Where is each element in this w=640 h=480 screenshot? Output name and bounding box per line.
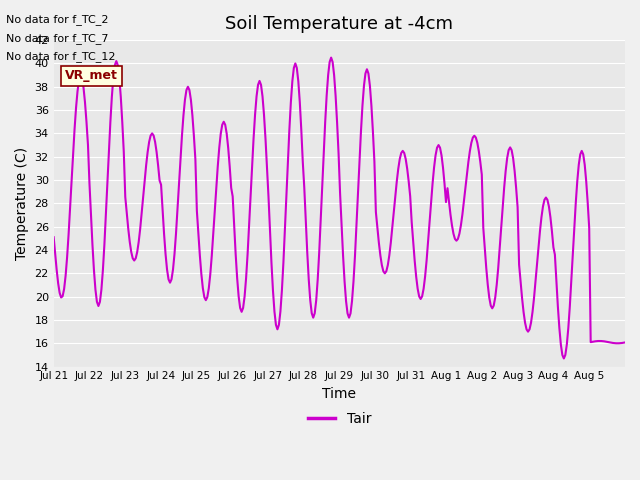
Text: VR_met: VR_met [65, 69, 118, 82]
Text: No data for f_TC_7: No data for f_TC_7 [6, 33, 109, 44]
Text: No data for f_TC_2: No data for f_TC_2 [6, 14, 109, 25]
X-axis label: Time: Time [323, 387, 356, 401]
Text: No data for f_TC_12: No data for f_TC_12 [6, 51, 116, 62]
Title: Soil Temperature at -4cm: Soil Temperature at -4cm [225, 15, 453, 33]
Y-axis label: Temperature (C): Temperature (C) [15, 147, 29, 260]
Legend: Tair: Tair [302, 407, 376, 432]
